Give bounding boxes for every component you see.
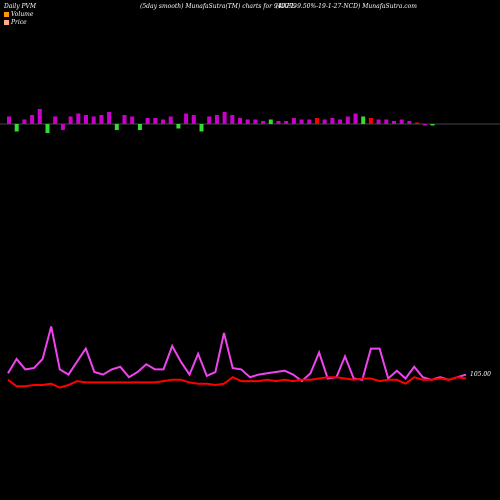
volume-bar: [53, 116, 58, 124]
volume-bar: [338, 119, 343, 124]
volume-bar: [245, 119, 250, 124]
volume-bar: [330, 118, 335, 124]
volume-bar: [384, 119, 389, 124]
volume-bar: [122, 115, 127, 124]
volume-bar: [361, 116, 366, 124]
volume-bar: [30, 115, 35, 124]
volume-bar: [84, 115, 88, 124]
volume-bar: [222, 112, 227, 124]
volume-bar: [376, 119, 381, 124]
chart-type-label: Daily PVM: [4, 3, 37, 10]
volume-bar: [415, 122, 420, 124]
volume-bar: [107, 112, 112, 124]
volume-bar: [230, 115, 235, 124]
volume-bar: [214, 115, 219, 124]
volume-bar: [22, 119, 27, 124]
volume-bar: [176, 124, 181, 129]
volume-bar: [253, 119, 258, 124]
volume-bar: [37, 109, 42, 124]
legend-volume-label: Volume: [11, 11, 34, 18]
volume-bar: [322, 119, 327, 124]
volume-bar: [137, 124, 142, 130]
volume-bar: [168, 116, 173, 124]
price-line-red: [7, 376, 467, 389]
volume-bar: [99, 115, 104, 124]
volume-bar: [299, 119, 304, 124]
price-end-label: 105.00: [470, 371, 491, 378]
volume-bar: [91, 116, 96, 124]
volume-bar: [353, 113, 358, 124]
instrument-label: (KAFL-9.50%-19-1-27-NCD) MunafaSutra.com: [276, 3, 417, 10]
volume-bar: [284, 121, 289, 124]
volume-bar: [114, 124, 119, 130]
volume-bar: [399, 119, 404, 124]
volume-bar: [268, 119, 273, 124]
volume-bar: [153, 118, 158, 124]
volume-bar: [315, 118, 319, 124]
chart-title: (5day smooth) MunafaSutra(TM) charts for…: [140, 3, 297, 10]
legend-price-label: Price: [11, 19, 27, 26]
volume-bar: [76, 113, 81, 124]
volume-bar: [145, 118, 150, 124]
volume-bar: [184, 113, 189, 124]
volume-bar: [291, 118, 296, 124]
legend-price: Price: [4, 19, 27, 26]
volume-bar: [345, 116, 350, 124]
volume-bar: [7, 116, 11, 124]
volume-bar: [191, 115, 196, 124]
volume-bar: [60, 124, 65, 130]
legend-volume-swatch: [4, 12, 9, 17]
legend-price-swatch: [4, 20, 9, 25]
volume-bar: [130, 116, 135, 124]
volume-bar: [276, 121, 281, 124]
volume-bar: [392, 121, 396, 124]
volume-bar: [407, 121, 412, 124]
volume-bar: [430, 124, 435, 126]
volume-bar: [68, 116, 73, 124]
volume-bar: [307, 119, 312, 124]
legend-volume: Volume: [4, 11, 33, 18]
volume-bar: [161, 119, 165, 124]
volume-bar: [422, 124, 427, 126]
volume-bar: [207, 116, 212, 124]
volume-bar: [261, 121, 266, 124]
price-line-magenta: [7, 326, 467, 383]
volume-bar: [45, 124, 50, 133]
volume-bar: [368, 118, 373, 124]
volume-bar: [199, 124, 204, 132]
volume-bar: [14, 124, 19, 132]
volume-bar: [238, 118, 242, 124]
